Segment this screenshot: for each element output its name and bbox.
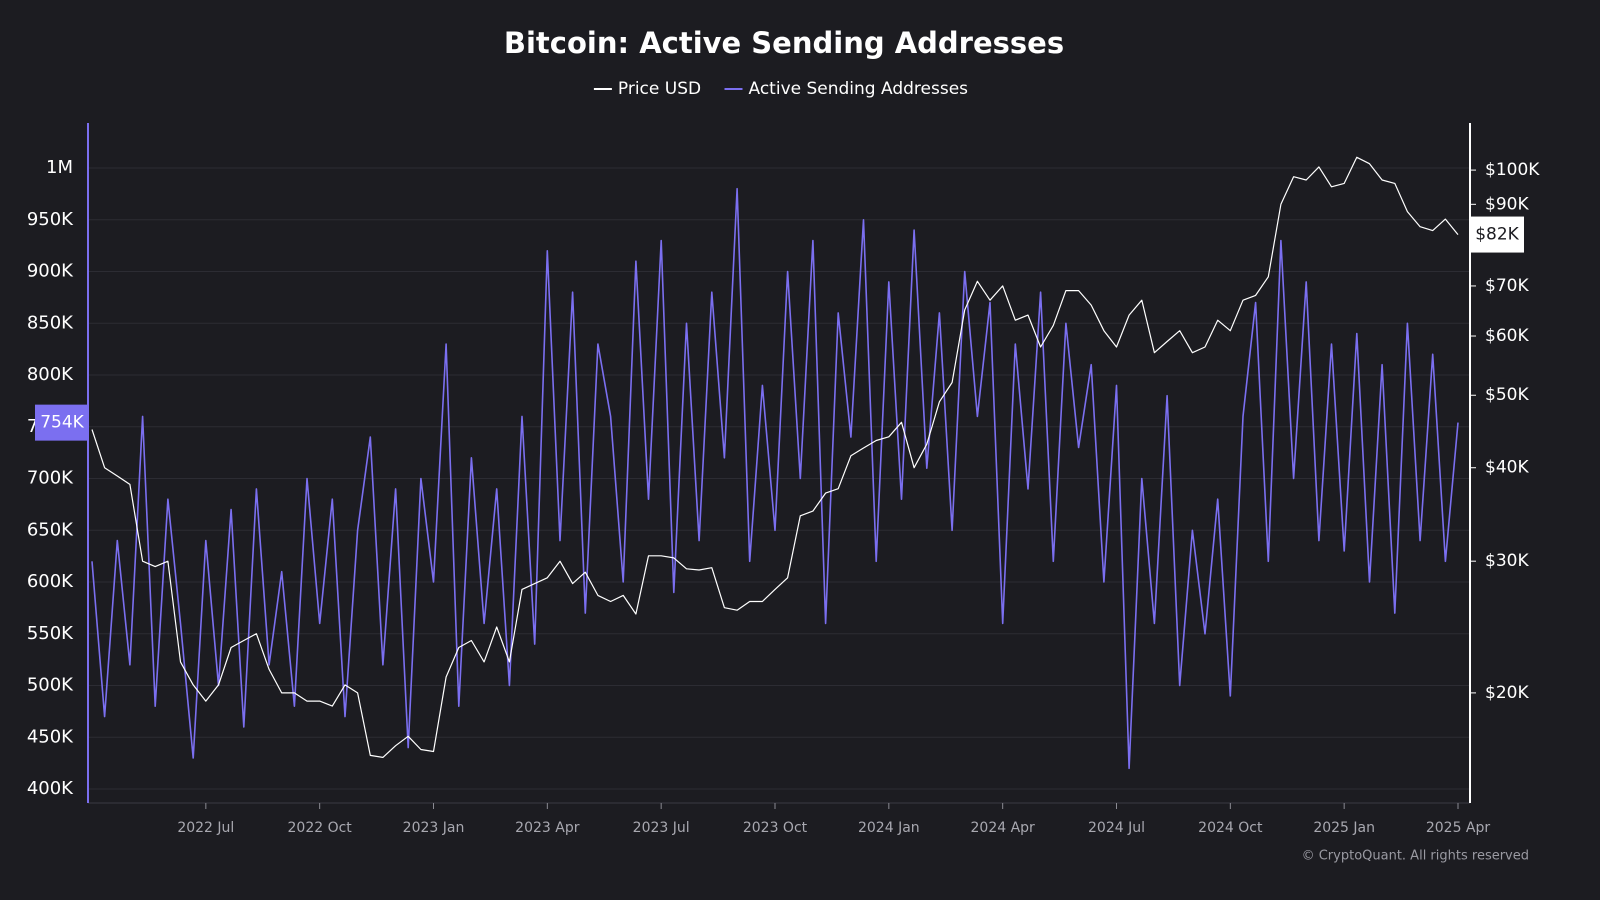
x-tick-label: 2023 Jul [633,820,690,836]
x-tick-label: 2025 Apr [1426,820,1491,836]
y-tick-label: 550K [27,623,74,644]
footer: © CryptoQuant. All rights reserved [1302,849,1529,864]
series-line [91,156,1459,758]
y2-tick-label: $60K [1485,326,1529,346]
last-value-label: 754K [40,413,84,433]
y-tick-label: 400K [27,778,74,799]
y2-tick-label: $90K [1485,194,1529,214]
y2-tick-label: $100K [1485,160,1540,180]
x-tick-label: 2023 Oct [743,820,808,836]
x-tick-label: 2023 Jan [403,820,465,836]
y2-tick-label: $40K [1485,458,1529,478]
x-tick-label: 2024 Apr [971,820,1036,836]
x-tick-label: 2022 Oct [288,820,353,836]
x-tick-label: 2024 Jul [1088,820,1145,836]
x-tick-label: 2022 Jul [177,820,234,836]
y-tick-label: 600K [27,571,74,592]
x-tick-label: 2024 Jan [858,820,920,836]
y2-tick-label: $30K [1485,551,1529,571]
y-tick-label: 1M [46,157,73,178]
y2-tick-label: $70K [1485,276,1529,296]
y-tick-label: 850K [27,312,74,333]
last-value-badge [1470,216,1524,253]
y-tick-label: 450K [27,726,74,747]
legend-label: Active Sending Addresses [749,79,969,99]
series-line [91,187,1459,770]
x-tick-label: 2024 Oct [1198,820,1263,836]
chart-title: Bitcoin: Active Sending Addresses [504,26,1064,60]
x-tick-label: 2025 Jan [1313,820,1375,836]
legend: Price USD Active Sending Addresses [593,79,969,99]
y-tick-label: 900K [27,261,74,282]
last-value-label: $82K [1475,225,1519,245]
legend-label: Price USD [618,79,701,99]
y2-tick-label: $50K [1485,385,1529,405]
y-tick-label: 950K [27,209,74,230]
y-tick-label: 500K [27,675,74,696]
y-tick-label: 700K [27,468,74,489]
y-tick-label: 650K [27,519,74,540]
y-tick-label: 800K [27,364,74,385]
y2-tick-label: $20K [1485,683,1529,703]
x-tick-label: 2023 Apr [515,820,580,836]
last-value-badge [35,404,88,441]
